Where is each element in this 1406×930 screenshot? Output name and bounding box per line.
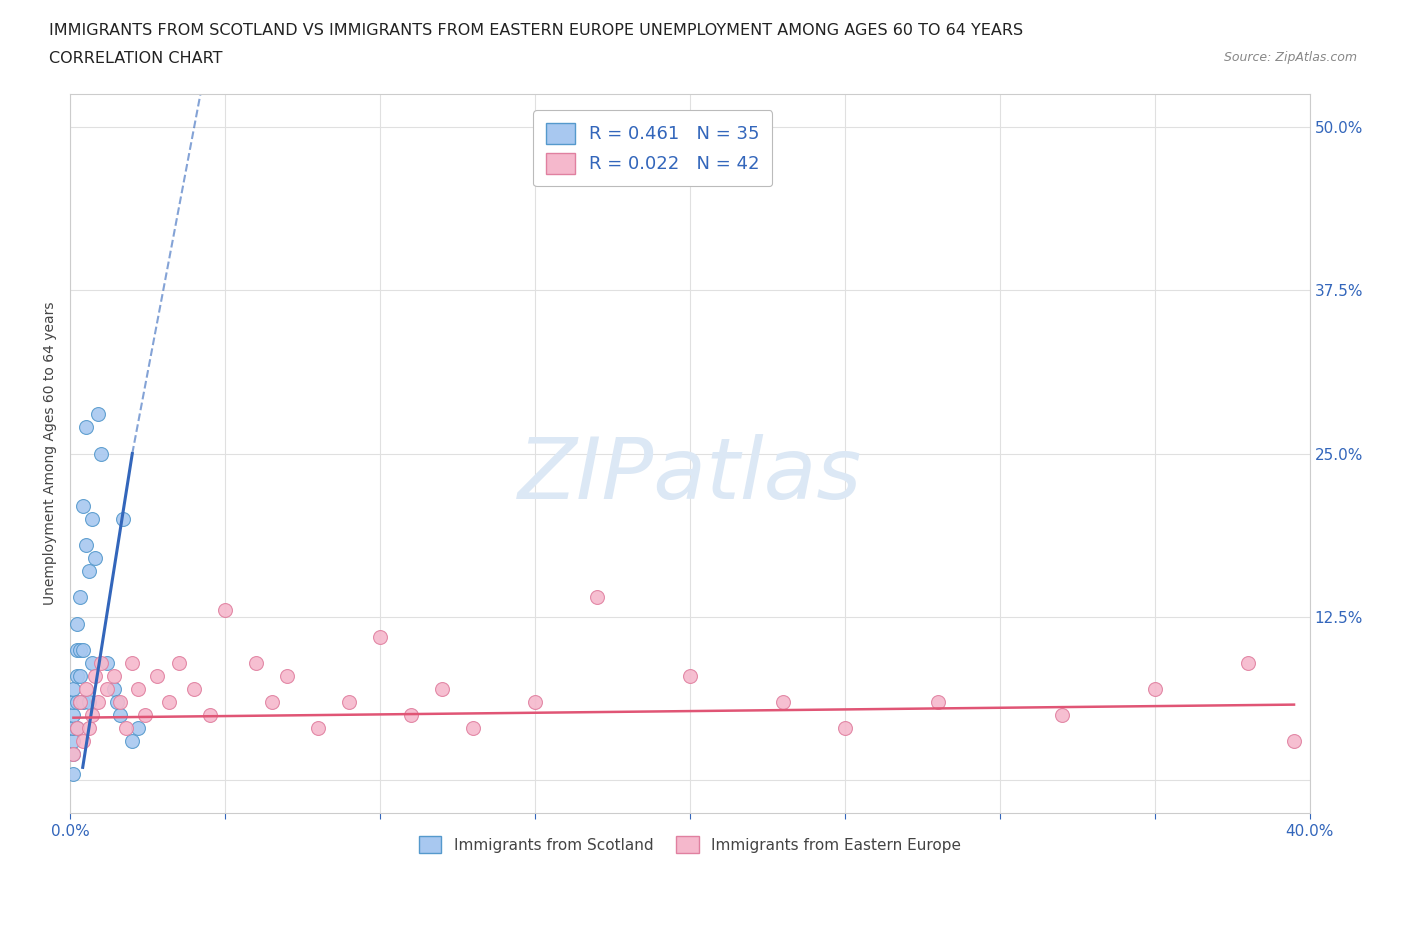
Point: [96, 682, 118, 697]
Point: [772, 695, 794, 710]
Point: [72, 643, 94, 658]
Point: [77, 721, 100, 736]
Point: [65, 721, 87, 736]
Point: [307, 721, 329, 736]
Point: [62, 682, 84, 697]
Legend: Immigrants from Scotland, Immigrants from Eastern Europe: Immigrants from Scotland, Immigrants fro…: [412, 830, 967, 859]
Point: [134, 708, 156, 723]
Point: [77, 564, 100, 578]
Point: [80, 708, 103, 723]
Point: [62, 721, 84, 736]
Point: [461, 721, 484, 736]
Point: [121, 734, 143, 749]
Text: CORRELATION CHART: CORRELATION CHART: [49, 51, 222, 66]
Text: Source: ZipAtlas.com: Source: ZipAtlas.com: [1223, 51, 1357, 64]
Point: [1236, 656, 1258, 671]
Point: [260, 695, 283, 710]
Point: [62, 747, 84, 762]
Point: [214, 603, 236, 618]
Point: [90, 446, 112, 461]
Point: [80, 512, 103, 526]
Point: [65, 643, 87, 658]
Point: [84, 551, 107, 565]
Point: [62, 734, 84, 749]
Point: [127, 721, 149, 736]
Point: [337, 695, 360, 710]
Point: [111, 512, 134, 526]
Point: [115, 721, 138, 736]
Point: [65, 721, 87, 736]
Point: [72, 498, 94, 513]
Point: [77, 695, 100, 710]
Point: [84, 669, 107, 684]
Point: [430, 682, 453, 697]
Point: [75, 538, 97, 552]
Point: [679, 669, 702, 684]
Point: [586, 590, 609, 604]
Point: [72, 695, 94, 710]
Point: [72, 734, 94, 749]
Point: [87, 407, 110, 422]
Point: [96, 656, 118, 671]
Point: [927, 695, 949, 710]
Point: [198, 708, 221, 723]
Y-axis label: Unemployment Among Ages 60 to 64 years: Unemployment Among Ages 60 to 64 years: [44, 302, 58, 605]
Point: [399, 708, 422, 723]
Point: [167, 656, 190, 671]
Text: ZIPatlas: ZIPatlas: [517, 433, 862, 517]
Point: [62, 766, 84, 781]
Point: [834, 721, 856, 736]
Point: [103, 669, 125, 684]
Point: [524, 695, 547, 710]
Point: [65, 616, 87, 631]
Point: [69, 590, 91, 604]
Text: IMMIGRANTS FROM SCOTLAND VS IMMIGRANTS FROM EASTERN EUROPE UNEMPLOYMENT AMONG AG: IMMIGRANTS FROM SCOTLAND VS IMMIGRANTS F…: [49, 23, 1024, 38]
Point: [69, 695, 91, 710]
Point: [65, 695, 87, 710]
Point: [1143, 682, 1166, 697]
Point: [245, 656, 267, 671]
Point: [103, 682, 125, 697]
Point: [69, 669, 91, 684]
Point: [1050, 708, 1073, 723]
Point: [368, 630, 391, 644]
Point: [90, 656, 112, 671]
Point: [65, 669, 87, 684]
Point: [146, 669, 169, 684]
Point: [62, 747, 84, 762]
Point: [108, 695, 131, 710]
Point: [69, 643, 91, 658]
Point: [183, 682, 205, 697]
Point: [108, 708, 131, 723]
Point: [276, 669, 298, 684]
Point: [69, 695, 91, 710]
Point: [87, 695, 110, 710]
Point: [127, 682, 149, 697]
Point: [105, 695, 128, 710]
Point: [75, 420, 97, 435]
Point: [62, 695, 84, 710]
Point: [121, 656, 143, 671]
Point: [75, 682, 97, 697]
Point: [1282, 734, 1305, 749]
Point: [80, 656, 103, 671]
Point: [62, 708, 84, 723]
Point: [159, 695, 181, 710]
